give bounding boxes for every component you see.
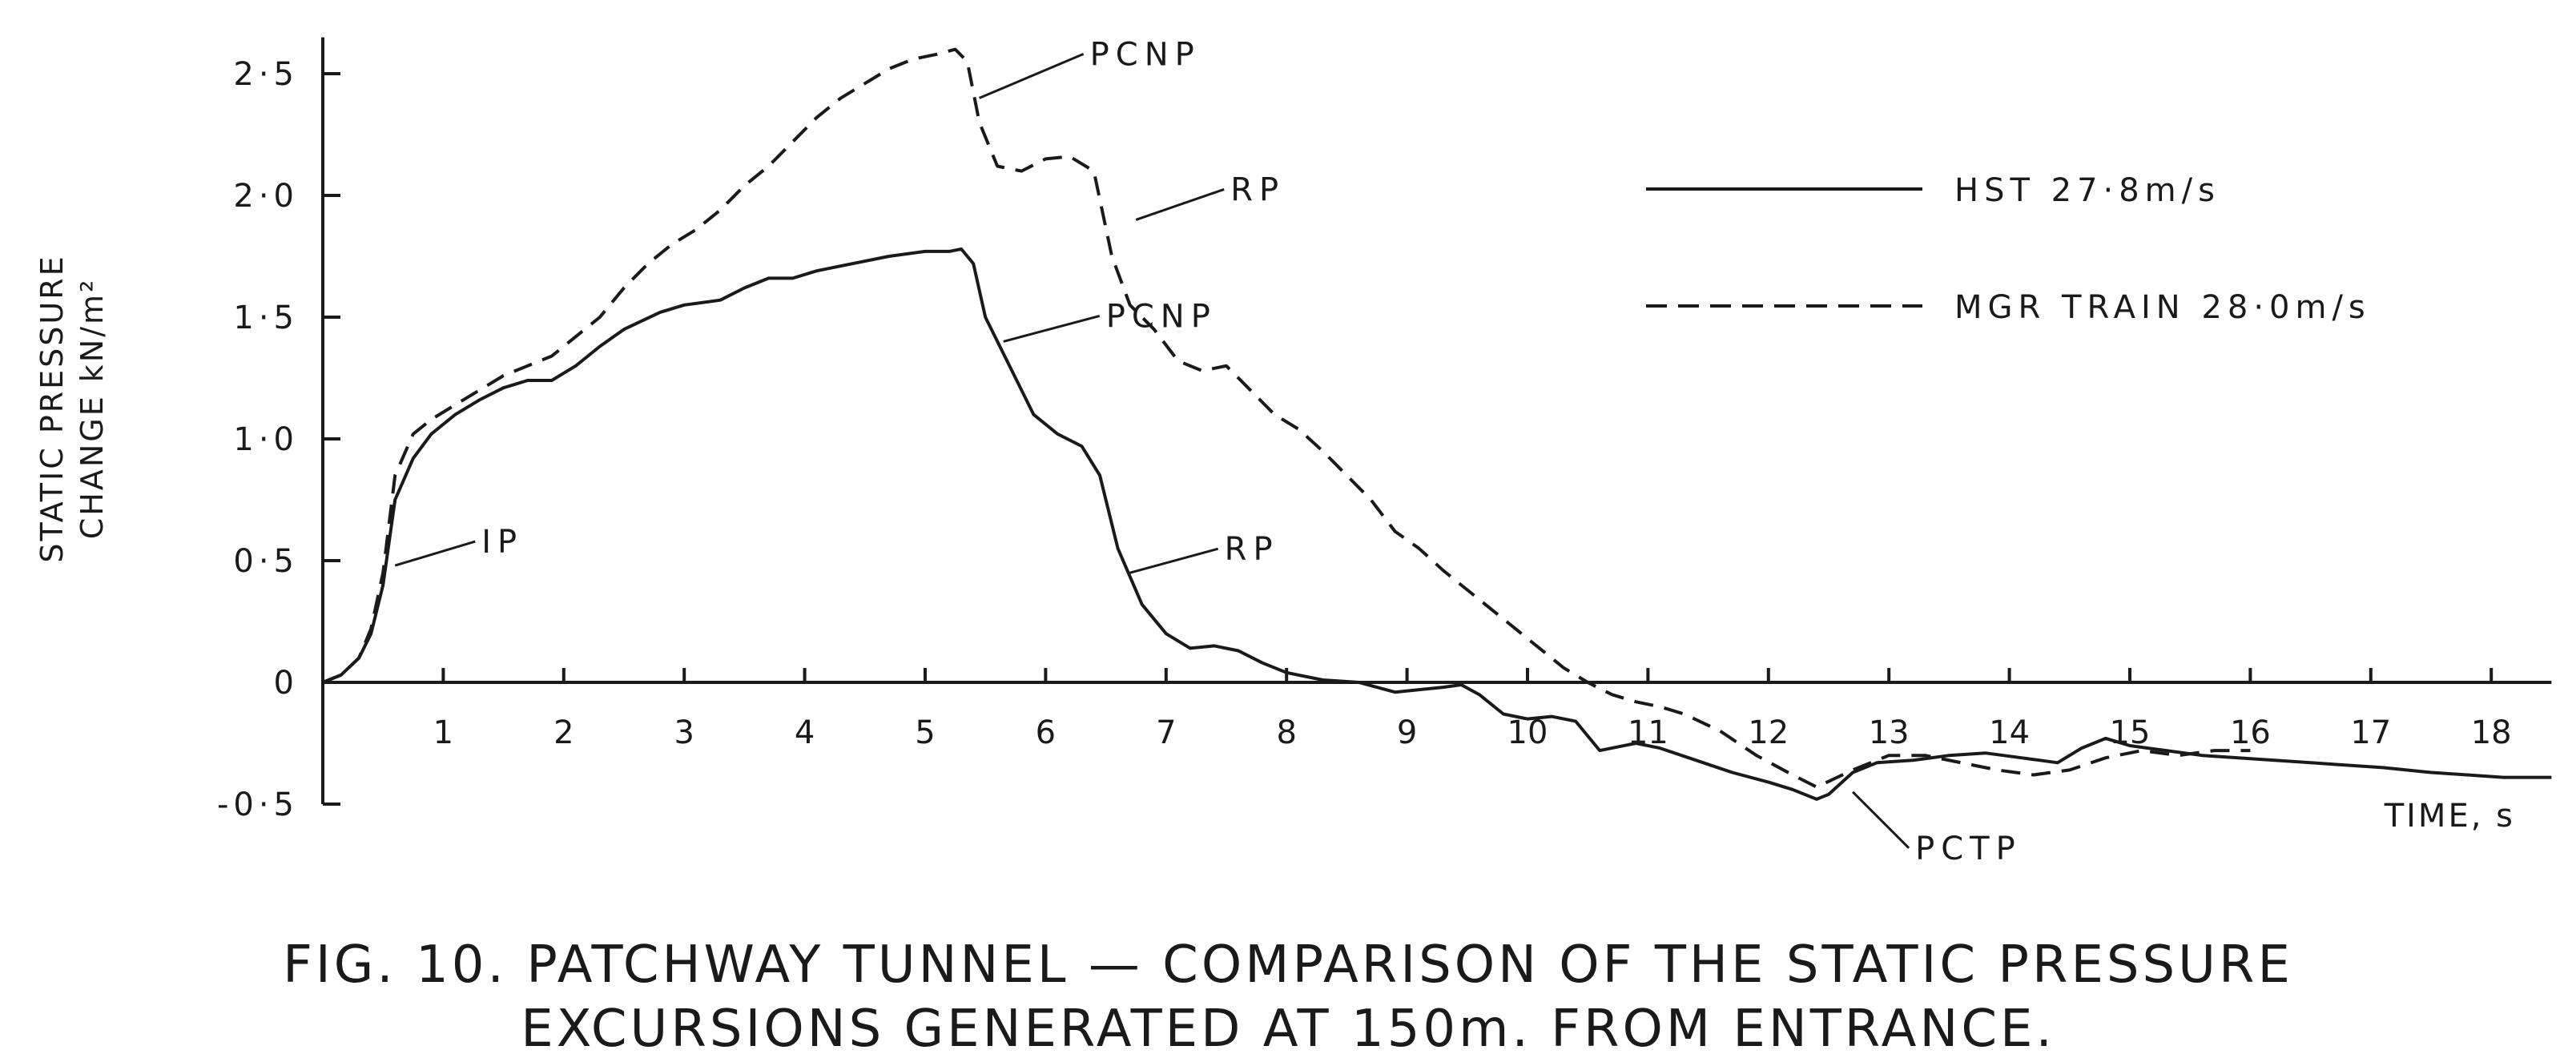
annotation-leader bbox=[1129, 547, 1219, 574]
annotation-leader bbox=[979, 53, 1085, 99]
legend-label-mgr: MGR TRAIN 28·0m/s bbox=[1954, 289, 2371, 326]
figure-caption-line-2: EXCURSIONS GENERATED AT 150m. FROM ENTRA… bbox=[521, 1000, 2055, 1054]
x-tick-label: 6 bbox=[1036, 714, 1056, 751]
annotation-label: RP bbox=[1230, 171, 1285, 208]
x-tick-label: 14 bbox=[1989, 714, 2030, 751]
series-line-hst bbox=[322, 247, 2552, 801]
x-tick-label: 4 bbox=[795, 714, 815, 751]
x-tick-label: 13 bbox=[1869, 714, 1910, 751]
y-tick-label: 0·5 bbox=[233, 543, 299, 580]
x-tick-label: 2 bbox=[553, 714, 574, 751]
x-tick-label: 8 bbox=[1276, 714, 1296, 751]
x-tick-label: 10 bbox=[1507, 714, 1548, 751]
x-tick-label: 3 bbox=[674, 714, 694, 751]
annotation-leader bbox=[1135, 187, 1225, 221]
annotation-leader bbox=[394, 540, 476, 567]
x-tick-label: 17 bbox=[2350, 714, 2391, 751]
x-tick-label: 16 bbox=[2230, 714, 2271, 751]
y-tick-label: 2·5 bbox=[233, 56, 299, 93]
y-tick-label: 2·0 bbox=[233, 178, 299, 215]
y-tick-label: -0·5 bbox=[217, 786, 299, 823]
x-tick-label: 18 bbox=[2471, 714, 2512, 751]
figure-caption-line-1: FIG. 10. PATCHWAY TUNNEL — COMPARISON OF… bbox=[283, 935, 2293, 995]
legend: HST 27·8m/s MGR TRAIN 28·0m/s bbox=[1646, 172, 2371, 326]
annotation-label: IP bbox=[481, 524, 523, 561]
annotation-label: PCTP bbox=[1915, 831, 2022, 867]
x-axis-ticks: 1 2 3 4 5 6 7 8 9 10 11 12 13 14 15 16 17 18 bbox=[433, 668, 2512, 751]
axes bbox=[321, 37, 2552, 804]
annotation-leader bbox=[1003, 314, 1101, 343]
x-tick-label: 12 bbox=[1748, 714, 1789, 751]
y-axis-label-line-2: CHANGE kN/m² bbox=[74, 278, 110, 540]
y-tick-label: 0 bbox=[274, 665, 299, 702]
y-axis-label-line-1: STATIC PRESSURE bbox=[34, 254, 70, 562]
annotation-label: PCNP bbox=[1090, 36, 1201, 73]
legend-label-hst: HST 27·8m/s bbox=[1954, 172, 2220, 209]
annotation-label: PCNP bbox=[1106, 298, 1217, 335]
x-tick-label: 1 bbox=[433, 714, 453, 751]
y-axis-ticks: -0·5 0 0·5 1·0 1·5 2·0 2·5 bbox=[217, 56, 340, 823]
series-line-mgr bbox=[322, 47, 2251, 789]
annotation-leader bbox=[1852, 790, 1910, 849]
x-tick-label: 9 bbox=[1397, 714, 1417, 751]
y-tick-label: 1·5 bbox=[233, 300, 299, 336]
x-axis-label: TIME, s bbox=[2384, 798, 2515, 835]
x-tick-label: 7 bbox=[1156, 714, 1176, 751]
annotation-label: RP bbox=[1225, 531, 1279, 568]
series-layer bbox=[322, 47, 2552, 801]
annotations-layer: PCNP RP PCNP RP IP PCTP bbox=[394, 36, 2022, 867]
y-tick-label: 1·0 bbox=[233, 421, 299, 458]
x-tick-label: 5 bbox=[915, 714, 935, 751]
